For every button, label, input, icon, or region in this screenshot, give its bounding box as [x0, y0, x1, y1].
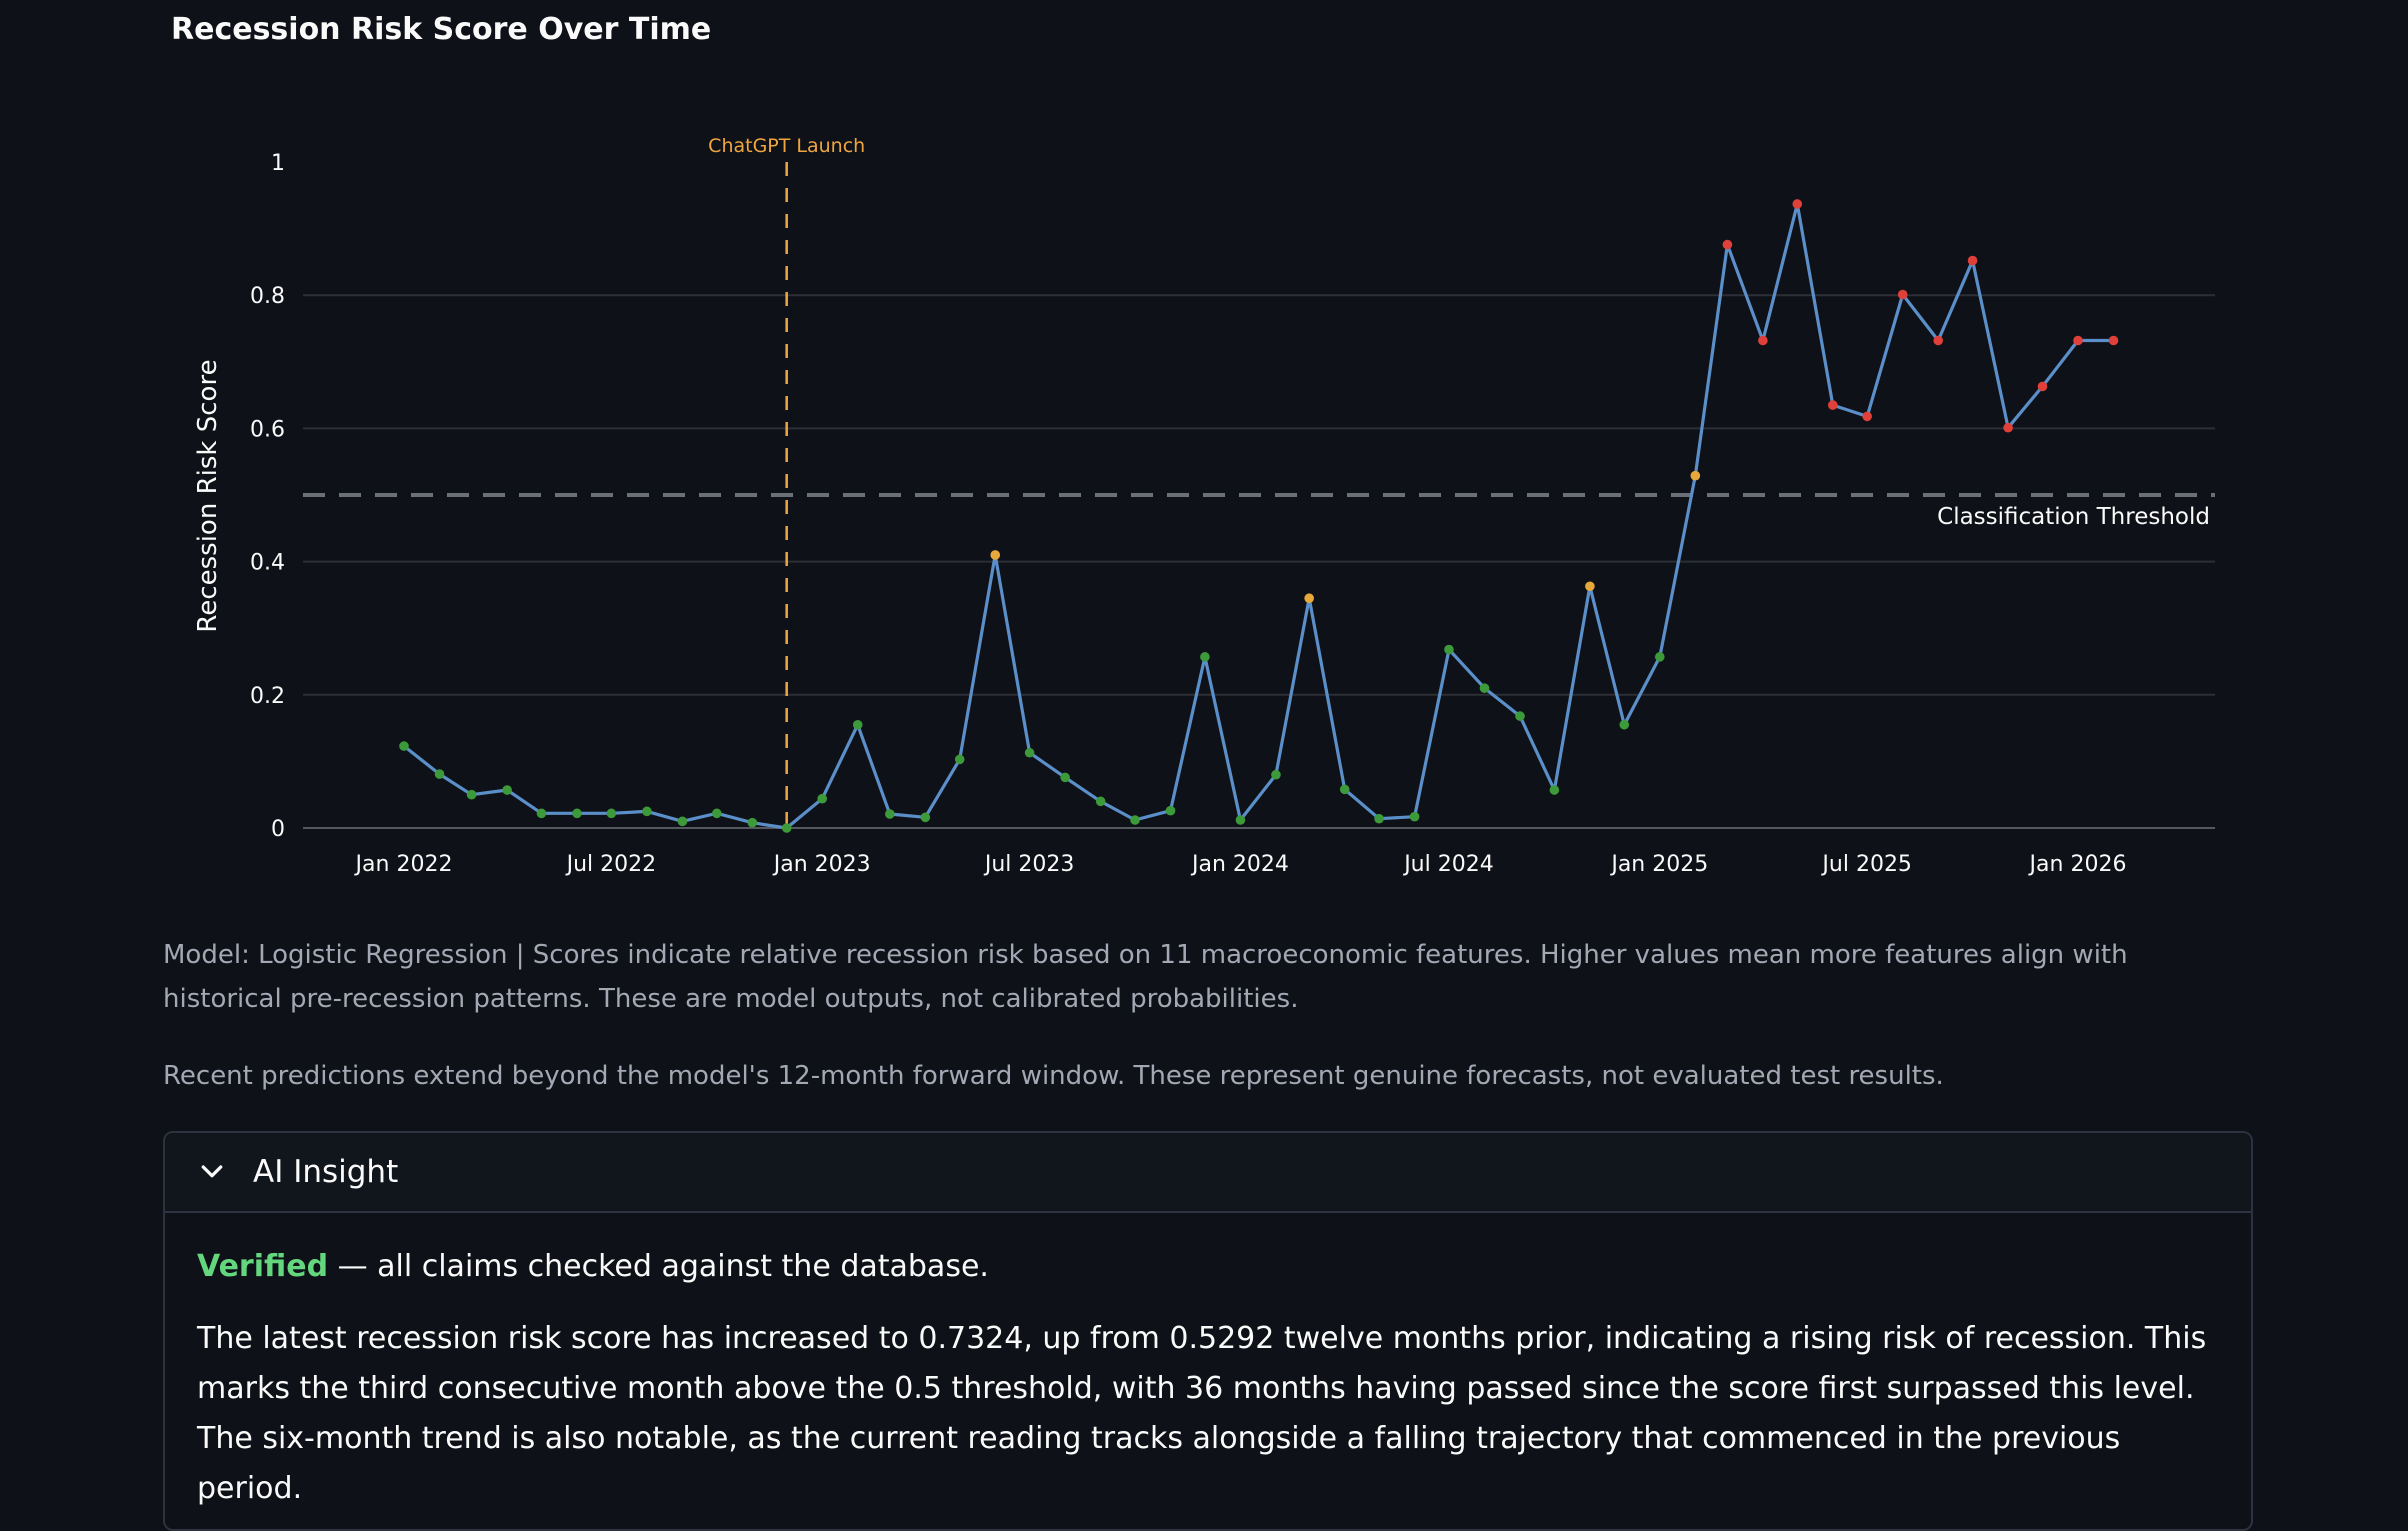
verification-status: Verified — all claims checked against th…: [197, 1249, 2219, 1284]
data-point: [1304, 593, 1314, 604]
data-point: [606, 808, 617, 819]
x-tick-label: Jan 2024: [1190, 852, 1289, 877]
data-point: [1024, 747, 1035, 758]
data-point: [1792, 199, 1803, 209]
data-point: [781, 823, 792, 833]
verified-message: — all claims checked against the databas…: [328, 1249, 989, 1284]
data-point: [1967, 255, 1978, 266]
y-tick-label: 0: [271, 817, 285, 842]
data-point: [852, 719, 863, 730]
data-point: [1619, 719, 1630, 730]
data-point: [502, 785, 512, 795]
series-line: [403, 202, 2114, 830]
x-tick-label: Jan 2026: [2028, 852, 2127, 877]
data-point: [1690, 470, 1701, 481]
chart-title: Recession Risk Score Over Time: [171, 12, 712, 47]
data-point: [677, 816, 688, 827]
data-point: [1933, 335, 1944, 346]
data-point: [1060, 772, 1070, 783]
data-point: [1444, 644, 1454, 655]
x-tick-label: Jul 2023: [983, 852, 1075, 877]
y-axis-label: Recession Risk Score: [193, 359, 223, 632]
y-tick-label: 0.2: [250, 684, 285, 709]
data-point: [1165, 805, 1176, 816]
data-point: [817, 793, 828, 804]
data-point: [1479, 683, 1490, 693]
data-point: [572, 808, 582, 819]
data-point: [1654, 652, 1665, 662]
y-tick-label: 0.4: [250, 551, 285, 576]
data-point: [1339, 784, 1350, 795]
data-point: [1515, 711, 1525, 721]
data-point: [1095, 796, 1106, 807]
recession-risk-chart: 00.20.40.60.81 Jan 2022 Jul 2022 Jan 2023 J…: [193, 135, 2215, 877]
x-tick-label: Jan 2025: [1609, 852, 1708, 877]
data-point: [536, 808, 547, 819]
data-point: [1549, 785, 1560, 795]
threshold-label: Classification Threshold: [1937, 504, 2210, 530]
x-tick-label: Jan 2022: [354, 852, 453, 877]
data-point: [642, 806, 652, 817]
ai-insight-expander: AI Insight Verified — all claims checked…: [163, 1131, 2253, 1531]
data-point: [1897, 289, 1908, 300]
grid-lines: [303, 294, 2215, 829]
data-point: [1271, 769, 1281, 780]
y-tick-label: 0.6: [250, 417, 285, 442]
forecast-caption: Recent predictions extend beyond the mod…: [163, 1061, 1944, 1091]
data-point: [712, 808, 722, 819]
y-tick-labels: 0 0.2 0.4 0.6 0.8 1: [250, 151, 285, 842]
data-point: [1200, 652, 1210, 662]
data-point: [1130, 815, 1140, 825]
x-tick-label: Jul 2022: [565, 852, 657, 877]
ai-insight-text: The latest recession risk score has incr…: [197, 1321, 2207, 1506]
x-tick-label: Jul 2025: [1820, 852, 1912, 877]
data-point: [1828, 400, 1838, 410]
data-point: [2073, 335, 2083, 346]
ai-insight-title: AI Insight: [253, 1154, 399, 1190]
data-point: [2108, 335, 2119, 346]
data-point: [747, 817, 758, 828]
data-point: [434, 769, 445, 779]
data-point: [466, 789, 477, 800]
x-tick-label: Jan 2023: [772, 852, 871, 877]
model-caption: Model: Logistic Regression | Scores indi…: [163, 940, 2128, 1014]
data-point: [1374, 813, 1384, 824]
data-point: [1758, 335, 1768, 346]
data-point: [954, 754, 965, 765]
x-tick-label: Jul 2024: [1402, 852, 1494, 877]
data-point: [990, 550, 1001, 560]
y-tick-label: 0.8: [250, 284, 285, 309]
data-point: [399, 741, 409, 751]
data-point: [920, 812, 931, 823]
chevron-down-icon: [201, 1165, 223, 1178]
data-points: [399, 199, 2119, 833]
y-tick-label: 1: [271, 151, 285, 176]
data-point: [1585, 581, 1595, 592]
data-point: [1409, 811, 1420, 822]
annotations: ChatGPT Launch Classification Threshold: [303, 135, 2215, 828]
ai-insight-header[interactable]: AI Insight: [165, 1133, 2251, 1213]
data-point: [2003, 422, 2013, 433]
data-point: [2037, 381, 2048, 392]
data-point: [1862, 411, 1872, 422]
chatgpt-launch-label: ChatGPT Launch: [708, 135, 865, 157]
data-point: [1722, 239, 1733, 250]
data-point: [885, 809, 895, 819]
x-tick-labels: Jan 2022 Jul 2022 Jan 2023 Jul 2023 Jan 2024…: [354, 852, 2127, 877]
verified-label: Verified: [197, 1249, 329, 1284]
data-point: [1235, 815, 1246, 825]
